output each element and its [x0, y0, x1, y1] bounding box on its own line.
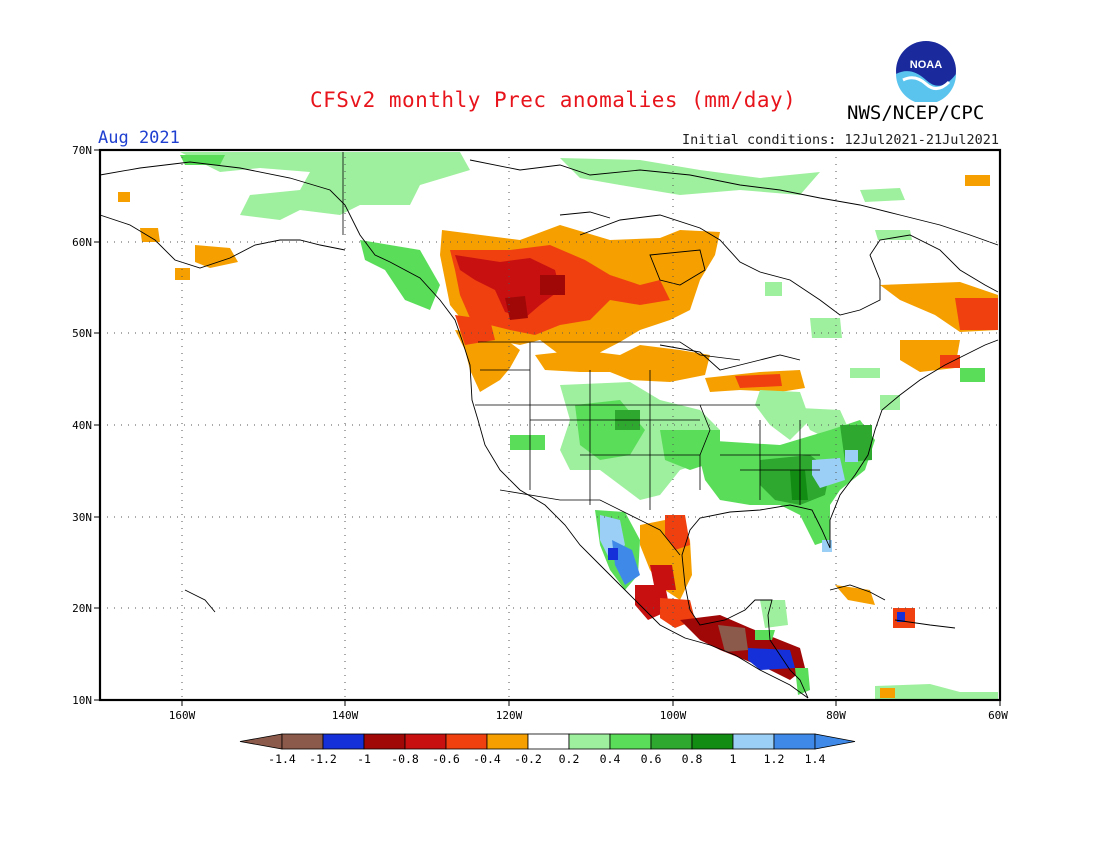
colorbar-tick-label: -1: [357, 752, 371, 766]
lon-label-60w: 60W: [988, 709, 1008, 722]
lon-label-160w: 160W: [169, 709, 196, 722]
colorbar-swatch: [281, 733, 324, 750]
colorbar-swatch: [732, 733, 775, 750]
colorbar-high-arrow: [814, 733, 856, 750]
anomaly-region-western-canada-core: [455, 255, 560, 318]
lat-label-40n: 40N: [72, 419, 92, 432]
gridlines: [100, 150, 1000, 700]
colorbar-swatch: [568, 733, 611, 750]
colorbar-tick-label: -1.4: [268, 752, 296, 766]
initial-conditions-label: Initial conditions: 12Jul2021-21Jul2021: [682, 132, 999, 148]
colorbar-swatch: [363, 733, 406, 750]
colorbar-tick-label: 1.4: [805, 752, 826, 766]
anomaly-region-central-america-south: [748, 648, 795, 670]
colorbar-swatch: [773, 733, 816, 750]
longitude-labels: 160W 140W 120W 100W 80W 60W: [169, 709, 1009, 722]
colorbar-tick-label: -0.4: [473, 752, 501, 766]
colorbar-swatch: [445, 733, 488, 750]
colorbar-swatch: [322, 733, 365, 750]
noaa-logo: NOAA: [896, 41, 956, 102]
colorbar-tick-label: -1.2: [309, 752, 337, 766]
colorbar-swatch: [650, 733, 693, 750]
lon-label-120w: 120W: [496, 709, 523, 722]
colorbar-swatch: [527, 733, 570, 750]
anomaly-region-alaska-southwest: [195, 245, 238, 268]
lon-label-100w: 100W: [660, 709, 687, 722]
colorbar-tick-label: 0.4: [600, 752, 621, 766]
lon-label-140w: 140W: [332, 709, 359, 722]
lat-label-10n: 10N: [72, 694, 92, 707]
colorbar-swatch: [609, 733, 652, 750]
colorbar-low-arrow: [239, 733, 283, 750]
colorbar-swatch: [691, 733, 734, 750]
anomaly-shading: [118, 152, 998, 700]
colorbar-tick-label: -0.6: [432, 752, 460, 766]
lat-label-50n: 50N: [72, 327, 92, 340]
colorbar-swatch: [486, 733, 529, 750]
lat-label-60n: 60N: [72, 236, 92, 249]
colorbar-swatch: [404, 733, 447, 750]
anomaly-region-guatemala: [718, 625, 748, 652]
lat-label-20n: 20N: [72, 602, 92, 615]
colorbar-tick-label: -0.8: [391, 752, 419, 766]
anomaly-region-carolinas: [812, 458, 845, 488]
political-borders: [342, 152, 820, 556]
forecast-month-label: Aug 2021: [98, 128, 180, 148]
anomaly-region-pacific-northwest: [455, 330, 520, 392]
axis-ticks: [94, 149, 1001, 706]
noaa-logo-text: NOAA: [910, 59, 942, 71]
lon-label-80w: 80W: [826, 709, 846, 722]
colorbar: -1.4 -1.2 -1 -0.8 -0.6 -0.4 -0.2 0.2 0.4 0.6 0.8 1 1…: [239, 733, 856, 766]
colorbar-tick-label: 0.6: [641, 752, 662, 766]
colorbar-tick-label: 1.2: [764, 752, 785, 766]
colorbar-tick-label: 0.2: [559, 752, 580, 766]
colorbar-tick-label: -0.2: [514, 752, 542, 766]
lat-label-30n: 30N: [72, 511, 92, 524]
anomaly-region-northern-plains: [535, 345, 710, 382]
latitude-labels: 70N 60N 50N 40N 30N 20N 10N: [72, 144, 92, 707]
anomaly-region-arctic-canada: [180, 152, 470, 220]
colorbar-tick-label: 0.8: [682, 752, 703, 766]
colorbar-tick-label: 1: [730, 752, 737, 766]
lat-label-70n: 70N: [72, 144, 92, 157]
chart-title: CFSv2 monthly Prec anomalies (mm/day): [310, 88, 797, 112]
agency-label: NWS/NCEP/CPC: [847, 102, 985, 124]
coastlines: [99, 159, 999, 699]
